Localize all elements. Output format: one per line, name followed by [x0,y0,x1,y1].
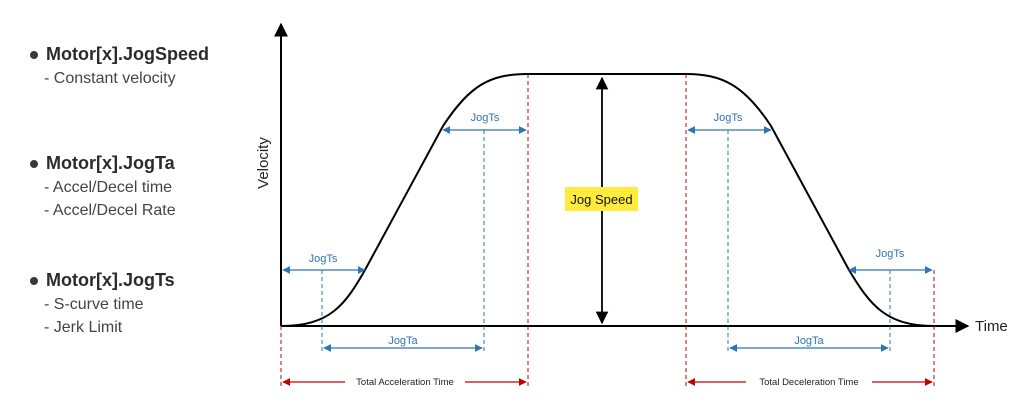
jogta-label-accel: JogTa [388,335,418,347]
jogta-label-decel: JogTa [794,335,824,347]
bullet-icon [30,159,38,168]
jogts-label-decel-high: JogTs [714,112,743,124]
param-jogta-desc-1: - Accel/Decel time [44,179,173,196]
total-accel-label: Total Acceleration Time [356,377,454,388]
bullet-icon [30,276,38,285]
velocity-curve [280,73,935,327]
param-jogta: Motor[x].JogTa - Accel/Decel time - Acce… [30,153,176,220]
bullet-icon [30,50,38,59]
param-jogspeed-desc: - Constant velocity [44,70,176,87]
total-decel-label: Total Deceleration Time [759,377,858,388]
jogts-label-accel-low: JogTs [309,253,338,265]
param-jogspeed: Motor[x].JogSpeed - Constant velocity [30,44,209,88]
param-jogspeed-title: Motor[x].JogSpeed [46,44,210,64]
jog-speed-label: Jog Speed [570,192,632,207]
jogts-label-accel-high: JogTs [471,112,500,124]
param-jogts-title: Motor[x].JogTs [46,270,175,290]
param-jogts: Motor[x].JogTs - S-curve time - Jerk Lim… [30,270,175,337]
param-jogta-desc-2: - Accel/Decel Rate [44,202,176,219]
param-jogts-title-row: Motor[x].JogTs [30,270,175,291]
param-jogts-desc-1: - S-curve time [44,296,144,313]
y-axis-label: Velocity [255,137,272,189]
jog-speed-highlight [565,187,638,211]
total-decel-label-bg [746,375,872,388]
param-jogspeed-title-row: Motor[x].JogSpeed [30,44,209,65]
param-jogta-title-row: Motor[x].JogTa [30,153,176,174]
jogts-label-decel-low: JogTs [876,248,905,260]
param-jogta-title: Motor[x].JogTa [46,153,175,173]
total-accel-label-bg [345,375,465,388]
x-axis-label: Time [975,318,1008,335]
param-jogts-desc-2: - Jerk Limit [44,319,123,336]
